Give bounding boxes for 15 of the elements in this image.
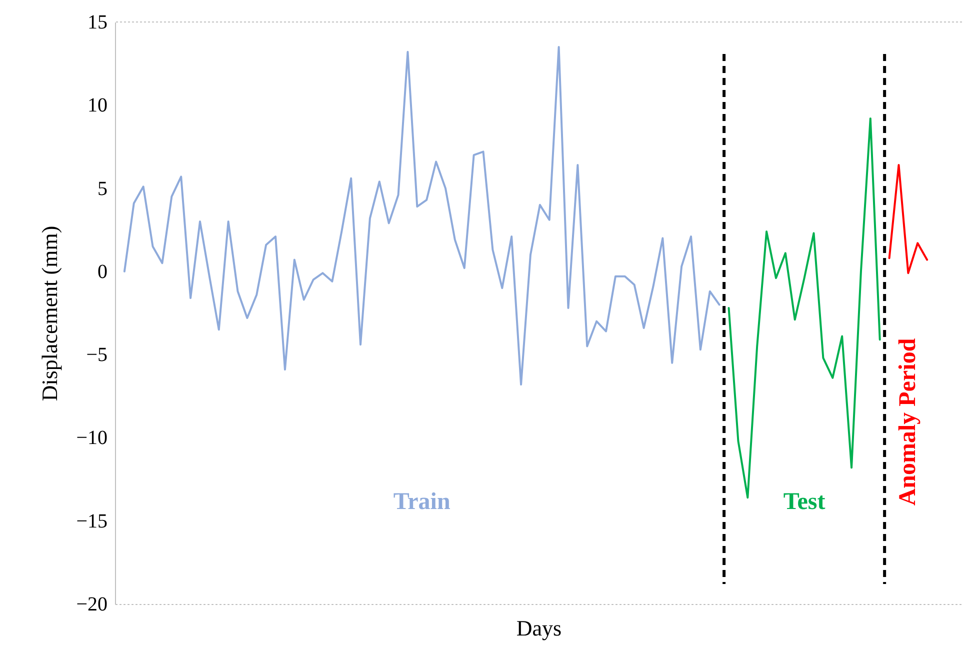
x-axis-title: Days bbox=[516, 616, 562, 640]
series-label: Test bbox=[783, 489, 826, 515]
text: Train bbox=[393, 489, 450, 515]
text: Anomaly Period bbox=[895, 338, 922, 506]
y-tick-label: −20 bbox=[76, 594, 108, 616]
y-tick-label: −15 bbox=[76, 510, 108, 532]
y-tick-label: 5 bbox=[98, 178, 108, 200]
y-axis-title: Displacement (mm) bbox=[37, 226, 62, 402]
y-tick-label: −10 bbox=[76, 427, 108, 450]
y-tick-label: 15 bbox=[88, 12, 108, 34]
line-series bbox=[888, 164, 928, 274]
y-tick-label: 10 bbox=[88, 94, 108, 117]
y-tick-label: 0 bbox=[98, 260, 108, 283]
y-tick-label: −5 bbox=[86, 344, 108, 366]
line-series bbox=[123, 46, 720, 386]
